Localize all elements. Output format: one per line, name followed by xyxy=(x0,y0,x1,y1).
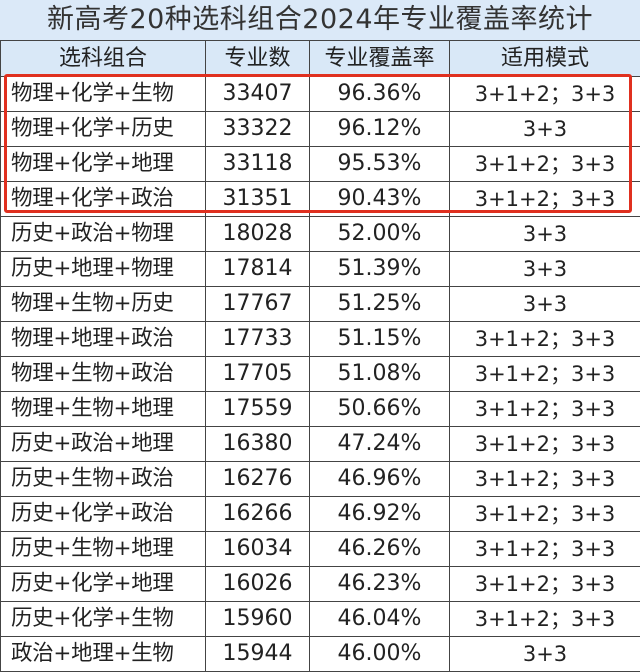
cell-mode: 3+1+2；3+3 xyxy=(450,182,640,217)
cell-combo: 物理+化学+生物 xyxy=(1,77,206,112)
cell-rate: 46.00% xyxy=(310,637,450,672)
cell-mode: 3+1+2；3+3 xyxy=(450,462,640,497)
cell-mode: 3+1+2；3+3 xyxy=(450,357,640,392)
cell-mode: 3+3 xyxy=(450,287,640,322)
cell-rate: 96.36% xyxy=(310,77,450,112)
cell-rate: 46.04% xyxy=(310,602,450,637)
cell-count: 16380 xyxy=(206,427,310,462)
cell-combo: 历史+化学+政治 xyxy=(1,497,206,532)
cell-rate: 51.08% xyxy=(310,357,450,392)
cell-count: 33322 xyxy=(206,112,310,147)
cell-rate: 46.96% xyxy=(310,462,450,497)
cell-combo: 历史+化学+生物 xyxy=(1,602,206,637)
cell-mode: 3+1+2；3+3 xyxy=(450,322,640,357)
cell-rate: 95.53% xyxy=(310,147,450,182)
cell-mode: 3+3 xyxy=(450,217,640,252)
header-count: 专业数 xyxy=(206,41,310,77)
cell-count: 17559 xyxy=(206,392,310,427)
cell-count: 16034 xyxy=(206,532,310,567)
cell-count: 16026 xyxy=(206,567,310,602)
cell-count: 17705 xyxy=(206,357,310,392)
cell-count: 17814 xyxy=(206,252,310,287)
cell-mode: 3+1+2；3+3 xyxy=(450,567,640,602)
cell-combo: 物理+生物+地理 xyxy=(1,392,206,427)
cell-rate: 51.39% xyxy=(310,252,450,287)
cell-combo: 历史+化学+地理 xyxy=(1,567,206,602)
cell-rate: 46.92% xyxy=(310,497,450,532)
cell-rate: 46.26% xyxy=(310,532,450,567)
table-title: 新高考20种选科组合2024年专业覆盖率统计 xyxy=(0,0,640,40)
cell-mode: 3+1+2；3+3 xyxy=(450,532,640,567)
header-row: 选科组合 专业数 专业覆盖率 适用模式 xyxy=(1,41,640,77)
cell-mode: 3+1+2；3+3 xyxy=(450,497,640,532)
cell-rate: 51.15% xyxy=(310,322,450,357)
cell-mode: 3+3 xyxy=(450,252,640,287)
cell-rate: 46.23% xyxy=(310,567,450,602)
header-combo: 选科组合 xyxy=(1,41,206,77)
cell-mode: 3+3 xyxy=(450,112,640,147)
cell-mode: 3+1+2；3+3 xyxy=(450,77,640,112)
cell-count: 15944 xyxy=(206,637,310,672)
cell-combo: 历史+地理+物理 xyxy=(1,252,206,287)
cell-mode: 3+1+2；3+3 xyxy=(450,427,640,462)
cell-count: 16266 xyxy=(206,497,310,532)
cell-count: 16276 xyxy=(206,462,310,497)
cell-combo: 物理+生物+历史 xyxy=(1,287,206,322)
header-mode: 适用模式 xyxy=(450,41,640,77)
cell-count: 33407 xyxy=(206,77,310,112)
cell-combo: 物理+生物+政治 xyxy=(1,357,206,392)
cell-combo: 物理+化学+政治 xyxy=(1,182,206,217)
cell-combo: 历史+生物+政治 xyxy=(1,462,206,497)
cell-combo: 物理+地理+政治 xyxy=(1,322,206,357)
cell-count: 17767 xyxy=(206,287,310,322)
cell-count: 18028 xyxy=(206,217,310,252)
cell-count: 17733 xyxy=(206,322,310,357)
cell-combo: 物理+化学+地理 xyxy=(1,147,206,182)
cell-combo: 历史+政治+地理 xyxy=(1,427,206,462)
cell-mode: 3+1+2；3+3 xyxy=(450,147,640,182)
cell-mode: 3+1+2；3+3 xyxy=(450,602,640,637)
cell-count: 31351 xyxy=(206,182,310,217)
cell-combo: 政治+地理+生物 xyxy=(1,637,206,672)
cell-rate: 52.00% xyxy=(310,217,450,252)
cell-rate: 51.25% xyxy=(310,287,450,322)
cell-rate: 47.24% xyxy=(310,427,450,462)
cell-mode: 3+3 xyxy=(450,637,640,672)
cell-rate: 50.66% xyxy=(310,392,450,427)
cell-count: 33118 xyxy=(206,147,310,182)
cell-combo: 物理+化学+历史 xyxy=(1,112,206,147)
cell-combo: 历史+生物+地理 xyxy=(1,532,206,567)
header-rate: 专业覆盖率 xyxy=(310,41,450,77)
cell-rate: 90.43% xyxy=(310,182,450,217)
cell-mode: 3+1+2；3+3 xyxy=(450,392,640,427)
cell-combo: 历史+政治+物理 xyxy=(1,217,206,252)
cell-count: 15960 xyxy=(206,602,310,637)
cell-rate: 96.12% xyxy=(310,112,450,147)
